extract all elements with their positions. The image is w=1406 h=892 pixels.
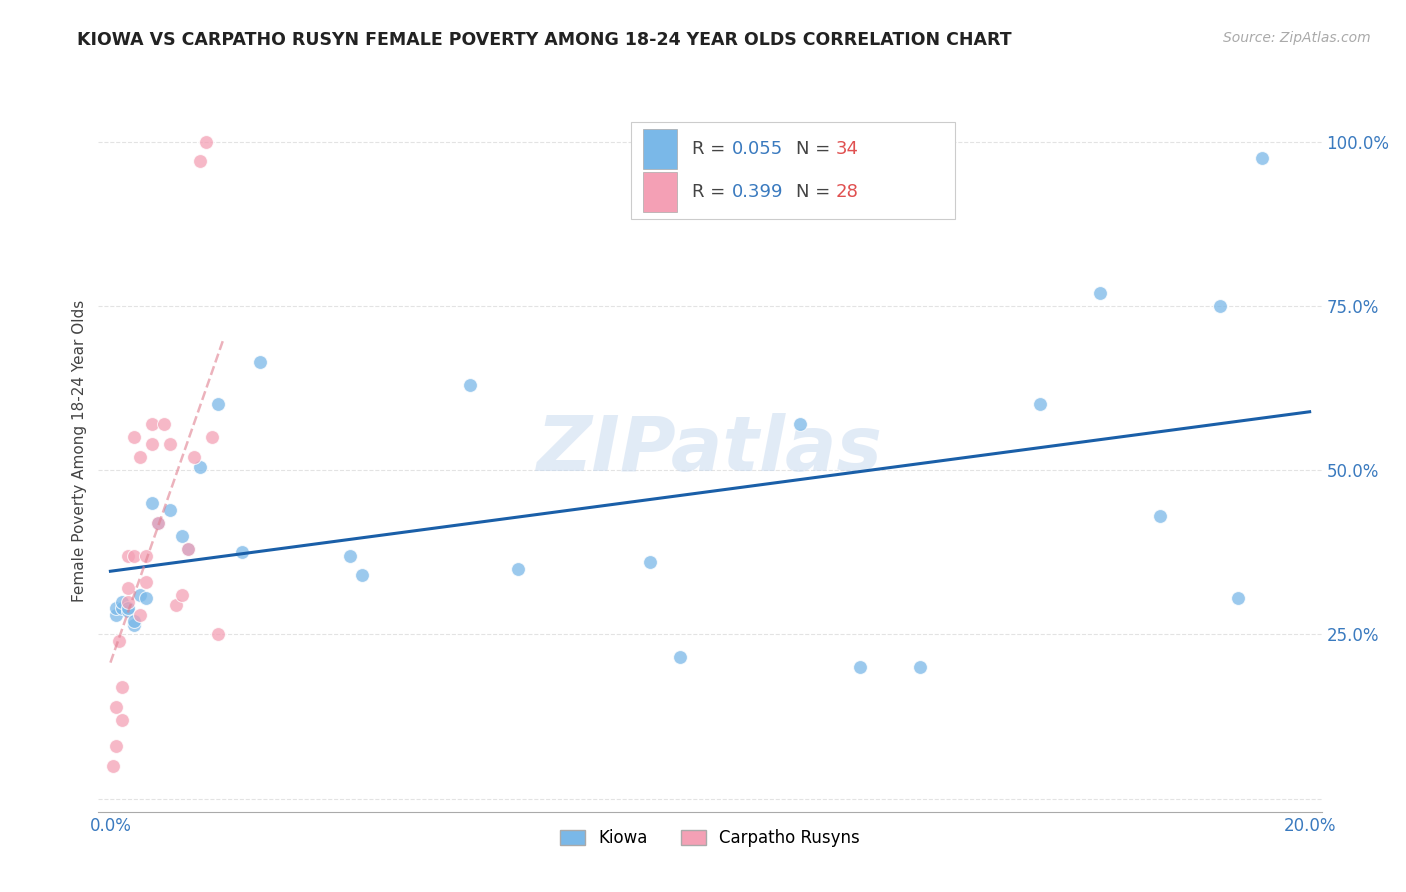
Point: [207, 627, 229, 641]
Point: [141, 437, 163, 451]
Point: [124, 614, 146, 628]
Text: R =: R =: [692, 183, 731, 201]
Text: ZIPatlas: ZIPatlas: [537, 414, 883, 487]
Point: [188, 154, 211, 169]
Point: [148, 516, 170, 530]
Point: [195, 135, 218, 149]
Y-axis label: Female Poverty Among 18-24 Year Olds: Female Poverty Among 18-24 Year Olds: [72, 300, 87, 601]
Point: [508, 562, 530, 576]
Point: [105, 601, 128, 615]
Point: [141, 417, 163, 432]
Point: [188, 459, 211, 474]
Point: [117, 549, 139, 563]
Bar: [643, 172, 678, 211]
Point: [177, 541, 200, 556]
Point: [159, 437, 181, 451]
Legend: Kiowa, Carpatho Rusyns: Kiowa, Carpatho Rusyns: [554, 822, 866, 854]
Point: [231, 545, 253, 559]
Point: [129, 607, 152, 622]
FancyBboxPatch shape: [630, 121, 955, 219]
Point: [201, 430, 224, 444]
Point: [124, 430, 146, 444]
Point: [105, 607, 128, 622]
Point: [165, 598, 187, 612]
Point: [172, 588, 194, 602]
Text: KIOWA VS CARPATHO RUSYN FEMALE POVERTY AMONG 18-24 YEAR OLDS CORRELATION CHART: KIOWA VS CARPATHO RUSYN FEMALE POVERTY A…: [77, 31, 1012, 49]
Point: [111, 680, 134, 694]
Point: [105, 739, 128, 753]
Point: [458, 377, 481, 392]
Point: [135, 549, 157, 563]
Point: [117, 604, 139, 618]
Point: [207, 397, 229, 411]
Text: 0.055: 0.055: [733, 140, 783, 158]
Text: 34: 34: [837, 140, 859, 158]
Text: Source: ZipAtlas.com: Source: ZipAtlas.com: [1223, 31, 1371, 45]
Point: [105, 699, 128, 714]
Point: [908, 660, 931, 674]
Point: [117, 582, 139, 596]
Text: 28: 28: [837, 183, 859, 201]
Point: [339, 549, 361, 563]
Point: [159, 502, 181, 516]
Point: [638, 555, 661, 569]
Point: [111, 713, 134, 727]
Point: [249, 355, 271, 369]
Point: [129, 450, 152, 464]
Point: [117, 601, 139, 615]
Point: [141, 496, 163, 510]
Point: [124, 617, 146, 632]
Point: [135, 591, 157, 606]
Point: [1088, 285, 1111, 300]
Point: [111, 594, 134, 608]
Point: [1208, 299, 1230, 313]
Point: [108, 634, 131, 648]
Bar: [643, 129, 678, 169]
Point: [103, 758, 125, 772]
Point: [124, 549, 146, 563]
Point: [117, 594, 139, 608]
Point: [789, 417, 811, 432]
Point: [111, 601, 134, 615]
Point: [849, 660, 872, 674]
Point: [129, 588, 152, 602]
Point: [669, 650, 692, 665]
Point: [1029, 397, 1052, 411]
Point: [172, 529, 194, 543]
Point: [135, 574, 157, 589]
Point: [183, 450, 205, 464]
Text: N =: N =: [796, 140, 835, 158]
Text: R =: R =: [692, 140, 731, 158]
Point: [1226, 591, 1249, 606]
Point: [1250, 151, 1272, 165]
Point: [177, 541, 200, 556]
Text: N =: N =: [796, 183, 835, 201]
Text: 0.399: 0.399: [733, 183, 783, 201]
Point: [1149, 509, 1171, 524]
Point: [148, 516, 170, 530]
Point: [352, 568, 374, 582]
Point: [153, 417, 176, 432]
